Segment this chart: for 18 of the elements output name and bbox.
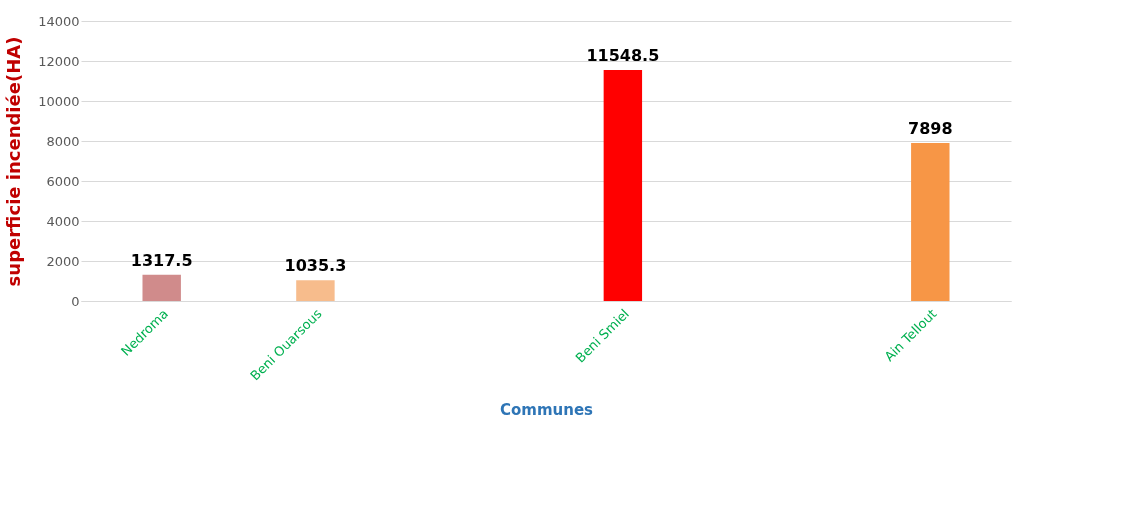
- y-tick-label: 2000: [46, 253, 80, 269]
- y-tick-label: 4000: [46, 213, 80, 229]
- data-label: 11548.5: [586, 46, 660, 66]
- data-label: 7898: [908, 119, 953, 139]
- x-axis-title: Communes: [499, 401, 594, 420]
- y-tick-label: 10000: [38, 93, 80, 109]
- data-label: 1035.3: [284, 256, 347, 276]
- bar: [911, 143, 950, 301]
- bar: [142, 274, 181, 301]
- bar: [603, 70, 643, 301]
- y-tick-label: 6000: [46, 173, 80, 189]
- data-label: 1317.5: [130, 250, 193, 270]
- bar: [296, 280, 335, 301]
- y-tick-label: 14000: [38, 13, 80, 29]
- y-axis-title: superficie incendiée(HA): [3, 36, 25, 287]
- y-tick-label: 8000: [46, 133, 80, 149]
- y-tick-label: 0: [71, 293, 80, 309]
- y-tick-label: 12000: [38, 53, 80, 69]
